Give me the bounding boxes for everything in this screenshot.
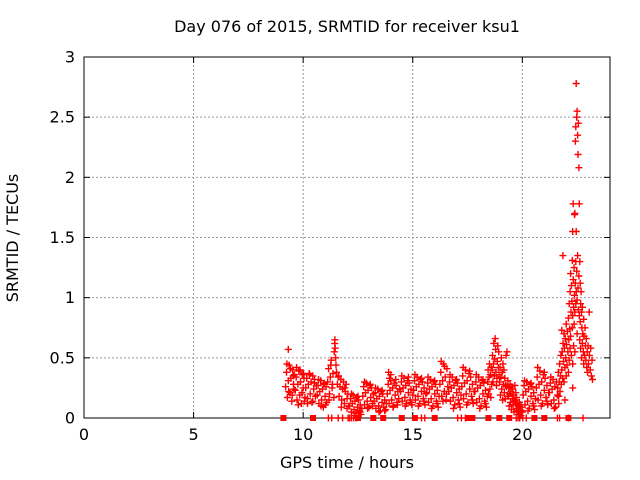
chart-title: Day 076 of 2015, SRMTID for receiver ksu… [174, 17, 520, 36]
y-tick-label: 2 [65, 168, 75, 187]
x-tick-label: 15 [403, 425, 423, 444]
x-tick-label: 10 [293, 425, 313, 444]
grid-lines [84, 57, 610, 418]
y-axis-label: SRMTID / TECUs [3, 174, 22, 303]
y-tick-label: 3 [65, 48, 75, 67]
y-tick-label: 2.5 [50, 108, 75, 127]
zero-flag-squares [280, 415, 572, 421]
tick-labels: 0 5 10 15 20 0 0.5 1 1.5 2 2.5 3 [50, 48, 533, 445]
y-tick-label: 1 [65, 288, 75, 307]
y-tick-label: 0.5 [50, 348, 75, 367]
data-points [280, 80, 596, 422]
x-tick-label: 20 [512, 425, 532, 444]
srmtid-points [282, 80, 596, 422]
x-axis-label: GPS time / hours [280, 453, 414, 472]
x-tick-label: 0 [79, 425, 89, 444]
y-tick-label: 1.5 [50, 228, 75, 247]
y-tick-label: 0 [65, 409, 75, 428]
x-tick-label: 5 [188, 425, 198, 444]
